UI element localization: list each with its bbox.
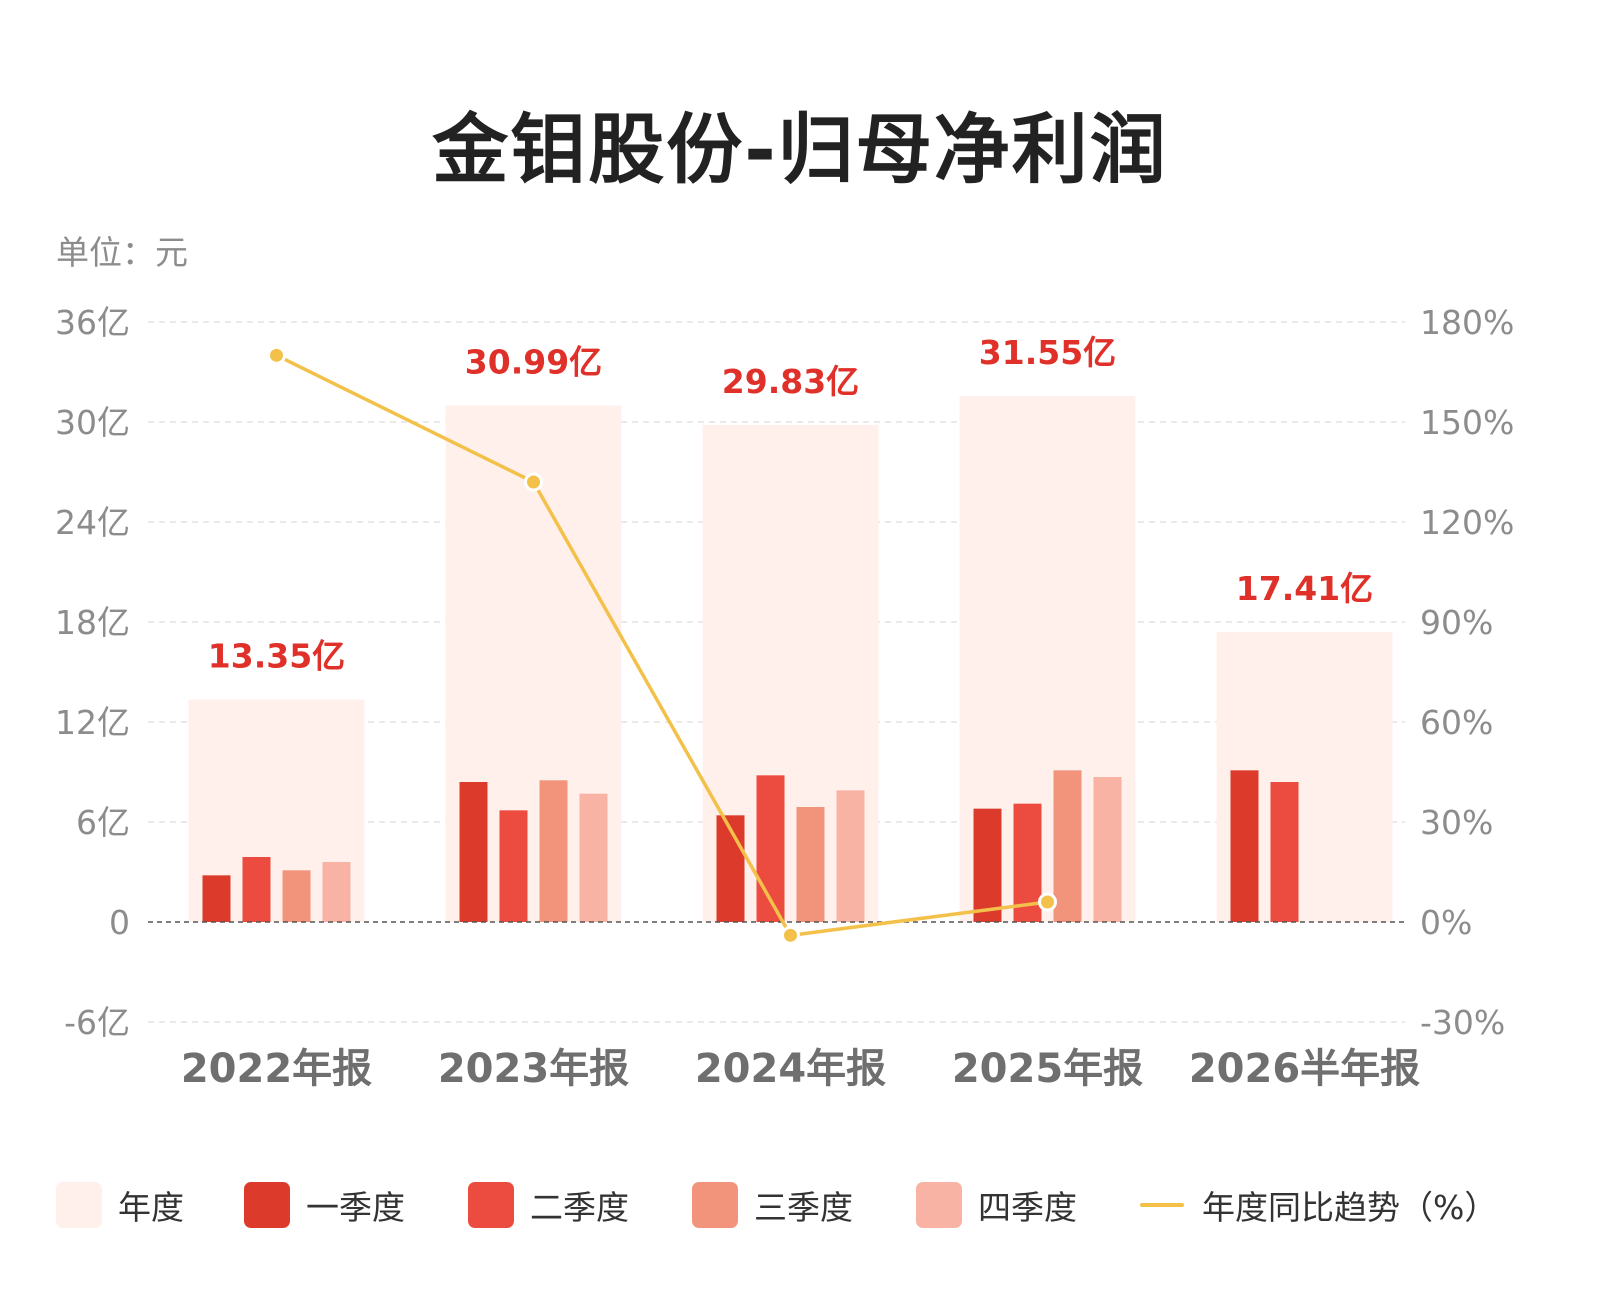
legend-swatch-annual: [56, 1182, 102, 1228]
chart-title: 金钼股份-归母净利润: [432, 105, 1168, 194]
y-left-tick-label: 0: [109, 903, 130, 942]
chart-canvas: 13.35亿 30.99亿 29.83亿 31.55亿 17.41亿 36亿 180% 30…: [55, 303, 1514, 1092]
quarter-bar-q3: [539, 780, 568, 922]
x-category-label: 2023年报: [438, 1046, 629, 1092]
y-right-tick-label: 150%: [1420, 403, 1514, 442]
legend-swatch-q2: [468, 1182, 514, 1228]
quarter-bar-q4: [579, 793, 608, 922]
axis-labels: 36亿 180% 30亿 150% 24亿 120% 18亿 90% 12亿 60% 6亿 30% 0 0…: [55, 303, 1514, 1092]
annual-value-label: 17.41亿: [1236, 569, 1373, 608]
legend-swatch-q4: [916, 1182, 962, 1228]
yoy-point: [267, 345, 286, 365]
annual-value-labels: 13.35亿 30.99亿 29.83亿 31.55亿 17.41亿: [208, 333, 1373, 675]
x-category-label: 2024年报: [695, 1046, 886, 1092]
legend-item-yoy[interactable]: 年度同比趋势（%）: [1140, 1180, 1497, 1230]
quarter-bar-q3: [282, 870, 311, 922]
legend-swatch-q1: [244, 1182, 290, 1228]
y-right-tick-label: 180%: [1420, 303, 1514, 342]
y-right-tick-label: 60%: [1420, 703, 1493, 742]
annual-value-label: 30.99亿: [465, 343, 602, 382]
yoy-line-path: [275, 353, 1048, 938]
y-left-tick-label: 30亿: [55, 403, 130, 442]
quarter-bar-q2: [1270, 782, 1299, 922]
quarter-bar-q3: [796, 807, 825, 922]
legend: 年度 一季度 二季度 三季度 四季度 年度同比趋势（%）: [56, 1180, 1556, 1230]
annual-bars: [188, 396, 1393, 923]
quarter-bar-q4: [836, 790, 865, 922]
legend-label-q3: 三季度: [754, 1188, 853, 1227]
yoy-point: [524, 472, 543, 492]
yoy-point: [1038, 892, 1057, 912]
quarter-bar-q1: [973, 808, 1002, 922]
y-left-tick-label: -6亿: [64, 1003, 130, 1042]
quarter-bar-q4: [1093, 777, 1122, 922]
y-left-tick-label: 24亿: [55, 503, 130, 542]
quarter-bar-q2: [242, 857, 271, 922]
y-right-tick-label: 120%: [1420, 503, 1514, 542]
quarter-bar-q3: [1053, 770, 1082, 922]
quarter-bar-q1: [716, 815, 745, 922]
quarter-bar-q1: [1230, 770, 1259, 922]
legend-label-q2: 二季度: [530, 1188, 629, 1227]
y-right-tick-label: 90%: [1420, 603, 1493, 642]
yoy-point: [781, 925, 800, 945]
x-category-label: 2025年报: [952, 1046, 1143, 1092]
unit-label: 单位：元: [56, 233, 188, 272]
legend-label-yoy: 年度同比趋势（%）: [1202, 1188, 1498, 1227]
annual-value-label: 29.83亿: [722, 362, 859, 401]
y-right-tick-label: 30%: [1420, 803, 1493, 842]
legend-line-yoy: [1140, 1203, 1184, 1207]
legend-item-annual[interactable]: 年度: [56, 1180, 184, 1230]
legend-swatch-q3: [692, 1182, 738, 1228]
legend-item-q4[interactable]: 四季度: [916, 1180, 1077, 1230]
yoy-trend-line: [267, 345, 1057, 945]
y-left-tick-label: 6亿: [76, 803, 130, 842]
annual-value-label: 31.55亿: [979, 333, 1116, 372]
quarter-bar-q4: [322, 862, 351, 922]
legend-label-q4: 四季度: [978, 1188, 1077, 1227]
y-right-tick-label: 0%: [1420, 903, 1472, 942]
legend-label-annual: 年度: [118, 1188, 184, 1227]
quarter-bar-q1: [459, 782, 488, 922]
legend-item-q1[interactable]: 一季度: [244, 1180, 405, 1230]
y-right-tick-label: -30%: [1420, 1003, 1505, 1042]
legend-label-q1: 一季度: [306, 1188, 405, 1227]
y-left-tick-label: 12亿: [55, 703, 130, 742]
quarter-bar-q1: [202, 875, 231, 922]
x-category-label: 2022年报: [181, 1046, 372, 1092]
y-left-tick-label: 18亿: [55, 603, 130, 642]
legend-item-q3[interactable]: 三季度: [692, 1180, 853, 1230]
quarterly-bars: [202, 770, 1299, 922]
annual-value-label: 13.35亿: [208, 637, 345, 676]
quarter-bar-q2: [499, 810, 528, 922]
y-left-tick-label: 36亿: [55, 303, 130, 342]
legend-item-q2[interactable]: 二季度: [468, 1180, 629, 1230]
x-category-label: 2026半年报: [1189, 1046, 1420, 1092]
